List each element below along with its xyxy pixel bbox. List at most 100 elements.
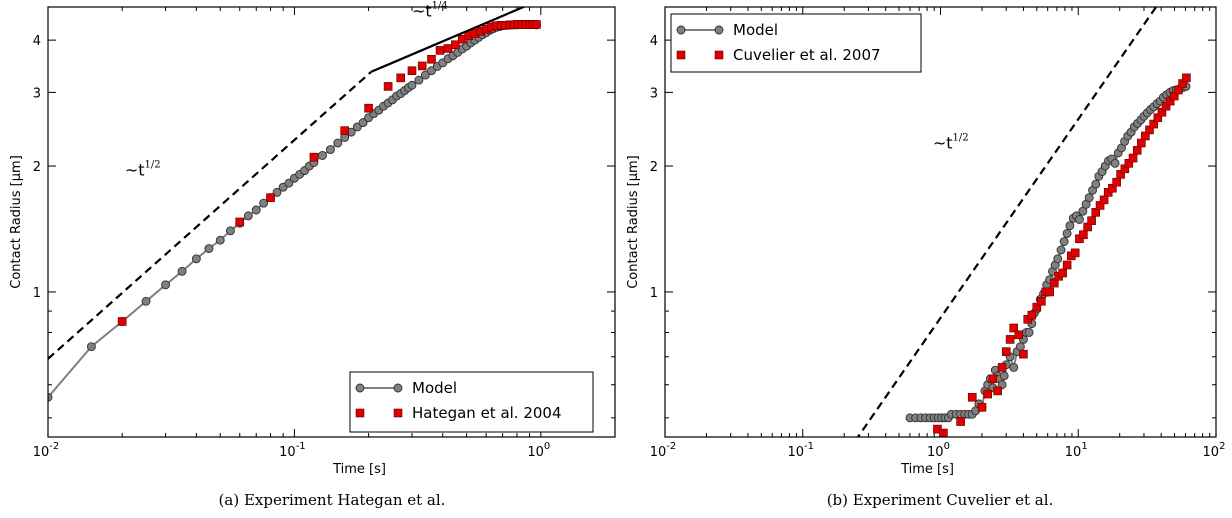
plot-area xyxy=(48,7,541,402)
experiment-point xyxy=(427,54,436,64)
y-tick-label: 1 xyxy=(33,286,41,301)
model-point xyxy=(318,150,327,160)
x-tick-label: 102 xyxy=(1203,441,1226,460)
model-point xyxy=(414,75,424,85)
model-point xyxy=(141,296,151,306)
series-model-line xyxy=(48,23,537,398)
y-tick-label: 2 xyxy=(33,160,41,175)
experiment-point xyxy=(1182,73,1191,83)
experiment-point xyxy=(977,402,987,412)
model-point xyxy=(333,138,343,148)
x-tick-label: 100 xyxy=(527,441,550,460)
guide-line-dashed xyxy=(48,70,372,360)
model-point xyxy=(191,254,201,264)
model-point xyxy=(1024,328,1034,337)
model-point xyxy=(48,392,53,402)
plot-frame xyxy=(47,6,616,438)
x-axis-label: Time [s] xyxy=(900,462,954,477)
y-axis-label: Contact Radius [μm] xyxy=(9,155,24,289)
model-point xyxy=(1059,237,1069,246)
experiment-point xyxy=(1112,177,1121,187)
chart-panel-b: 10-2 10-1 100 101 102 1 2 3 4 Time [s] Contact Rad… xyxy=(626,6,1226,509)
guide-line-dashed xyxy=(856,7,1158,437)
legend: Model Cuvelier et al. 2007 xyxy=(670,13,922,73)
legend-swatch-marker xyxy=(355,383,365,393)
x-tick-label: 101 xyxy=(1065,441,1088,460)
model-point xyxy=(358,118,368,128)
experiment-point xyxy=(939,428,948,437)
experiment-point xyxy=(988,374,998,384)
model-point xyxy=(225,226,235,236)
x-axis-label: Time [s] xyxy=(332,462,386,477)
experiment-point xyxy=(1027,310,1037,320)
model-point xyxy=(325,145,335,154)
slope-annotation: ~t1/2 xyxy=(125,159,161,179)
experiment-point xyxy=(1001,347,1011,356)
y-tick-label: 3 xyxy=(33,86,41,101)
experiment-point xyxy=(1099,195,1109,205)
experiment-point xyxy=(967,392,977,402)
legend-label: Model xyxy=(733,21,778,39)
experiment-point xyxy=(435,46,445,55)
model-point xyxy=(1065,221,1075,231)
experiment-point xyxy=(1079,230,1088,240)
experiment-point xyxy=(983,389,992,399)
x-tick-label: 100 xyxy=(927,441,950,460)
slope-annotation: ~t1/4 xyxy=(412,1,448,21)
experiment-point xyxy=(364,103,373,113)
model-point xyxy=(204,244,214,253)
model-point xyxy=(1084,193,1094,203)
model-point xyxy=(284,178,294,188)
experiment-point xyxy=(1062,260,1072,270)
experiment-point xyxy=(309,152,319,162)
model-point xyxy=(999,371,1009,381)
x-tick-label: 10-2 xyxy=(33,441,60,460)
model-point xyxy=(1091,179,1101,189)
legend-label: Model xyxy=(412,379,457,397)
experiment-point xyxy=(997,363,1007,372)
experiment-point xyxy=(117,317,127,326)
y-tick-label: 3 xyxy=(650,86,658,101)
model-point xyxy=(161,280,171,290)
model-point xyxy=(407,80,417,90)
experiment-point xyxy=(1049,278,1059,288)
legend-swatch-marker xyxy=(393,383,403,393)
x-tick-label: 10-1 xyxy=(279,441,306,460)
experiment-point xyxy=(407,66,417,76)
legend-swatch-marker xyxy=(393,408,403,418)
y-tick-label: 4 xyxy=(33,34,41,49)
legend-swatch-marker xyxy=(714,25,724,35)
experiment-point xyxy=(396,73,406,83)
legend-swatch-marker xyxy=(355,408,365,418)
experiment-point xyxy=(993,386,1002,396)
experiment-point xyxy=(1132,146,1142,155)
model-point xyxy=(177,266,187,276)
experiment-point xyxy=(1019,349,1028,359)
experiment-point xyxy=(443,44,453,53)
model-point xyxy=(1053,254,1063,264)
model-point xyxy=(259,198,269,208)
guide-line-solid xyxy=(370,7,527,73)
model-point xyxy=(215,235,225,245)
plot-area xyxy=(856,7,1191,437)
model-point xyxy=(352,122,362,132)
experiment-point xyxy=(451,40,460,50)
model-point xyxy=(251,205,261,215)
experiment-point xyxy=(1128,153,1138,163)
experiment-point xyxy=(1005,335,1015,344)
model-point xyxy=(86,342,96,352)
experiment-point xyxy=(1058,268,1067,278)
legend-box xyxy=(349,371,594,433)
legend-swatch-marker xyxy=(676,25,686,35)
experiment-point xyxy=(532,20,541,29)
experiment-point xyxy=(235,217,245,227)
chart-panel-a: 10-2 10-1 100 1 2 3 4 Time [s] Contact Radius [μ… xyxy=(9,1,616,509)
experiment-point xyxy=(1032,302,1042,312)
experiment-point xyxy=(1037,296,1046,306)
y-axis-label: Contact Radius [μm] xyxy=(626,155,641,289)
model-point xyxy=(272,187,282,197)
slope-annotation: ~t1/2 xyxy=(933,133,969,153)
y-tick-label: 4 xyxy=(650,34,658,49)
model-point xyxy=(1056,245,1066,255)
